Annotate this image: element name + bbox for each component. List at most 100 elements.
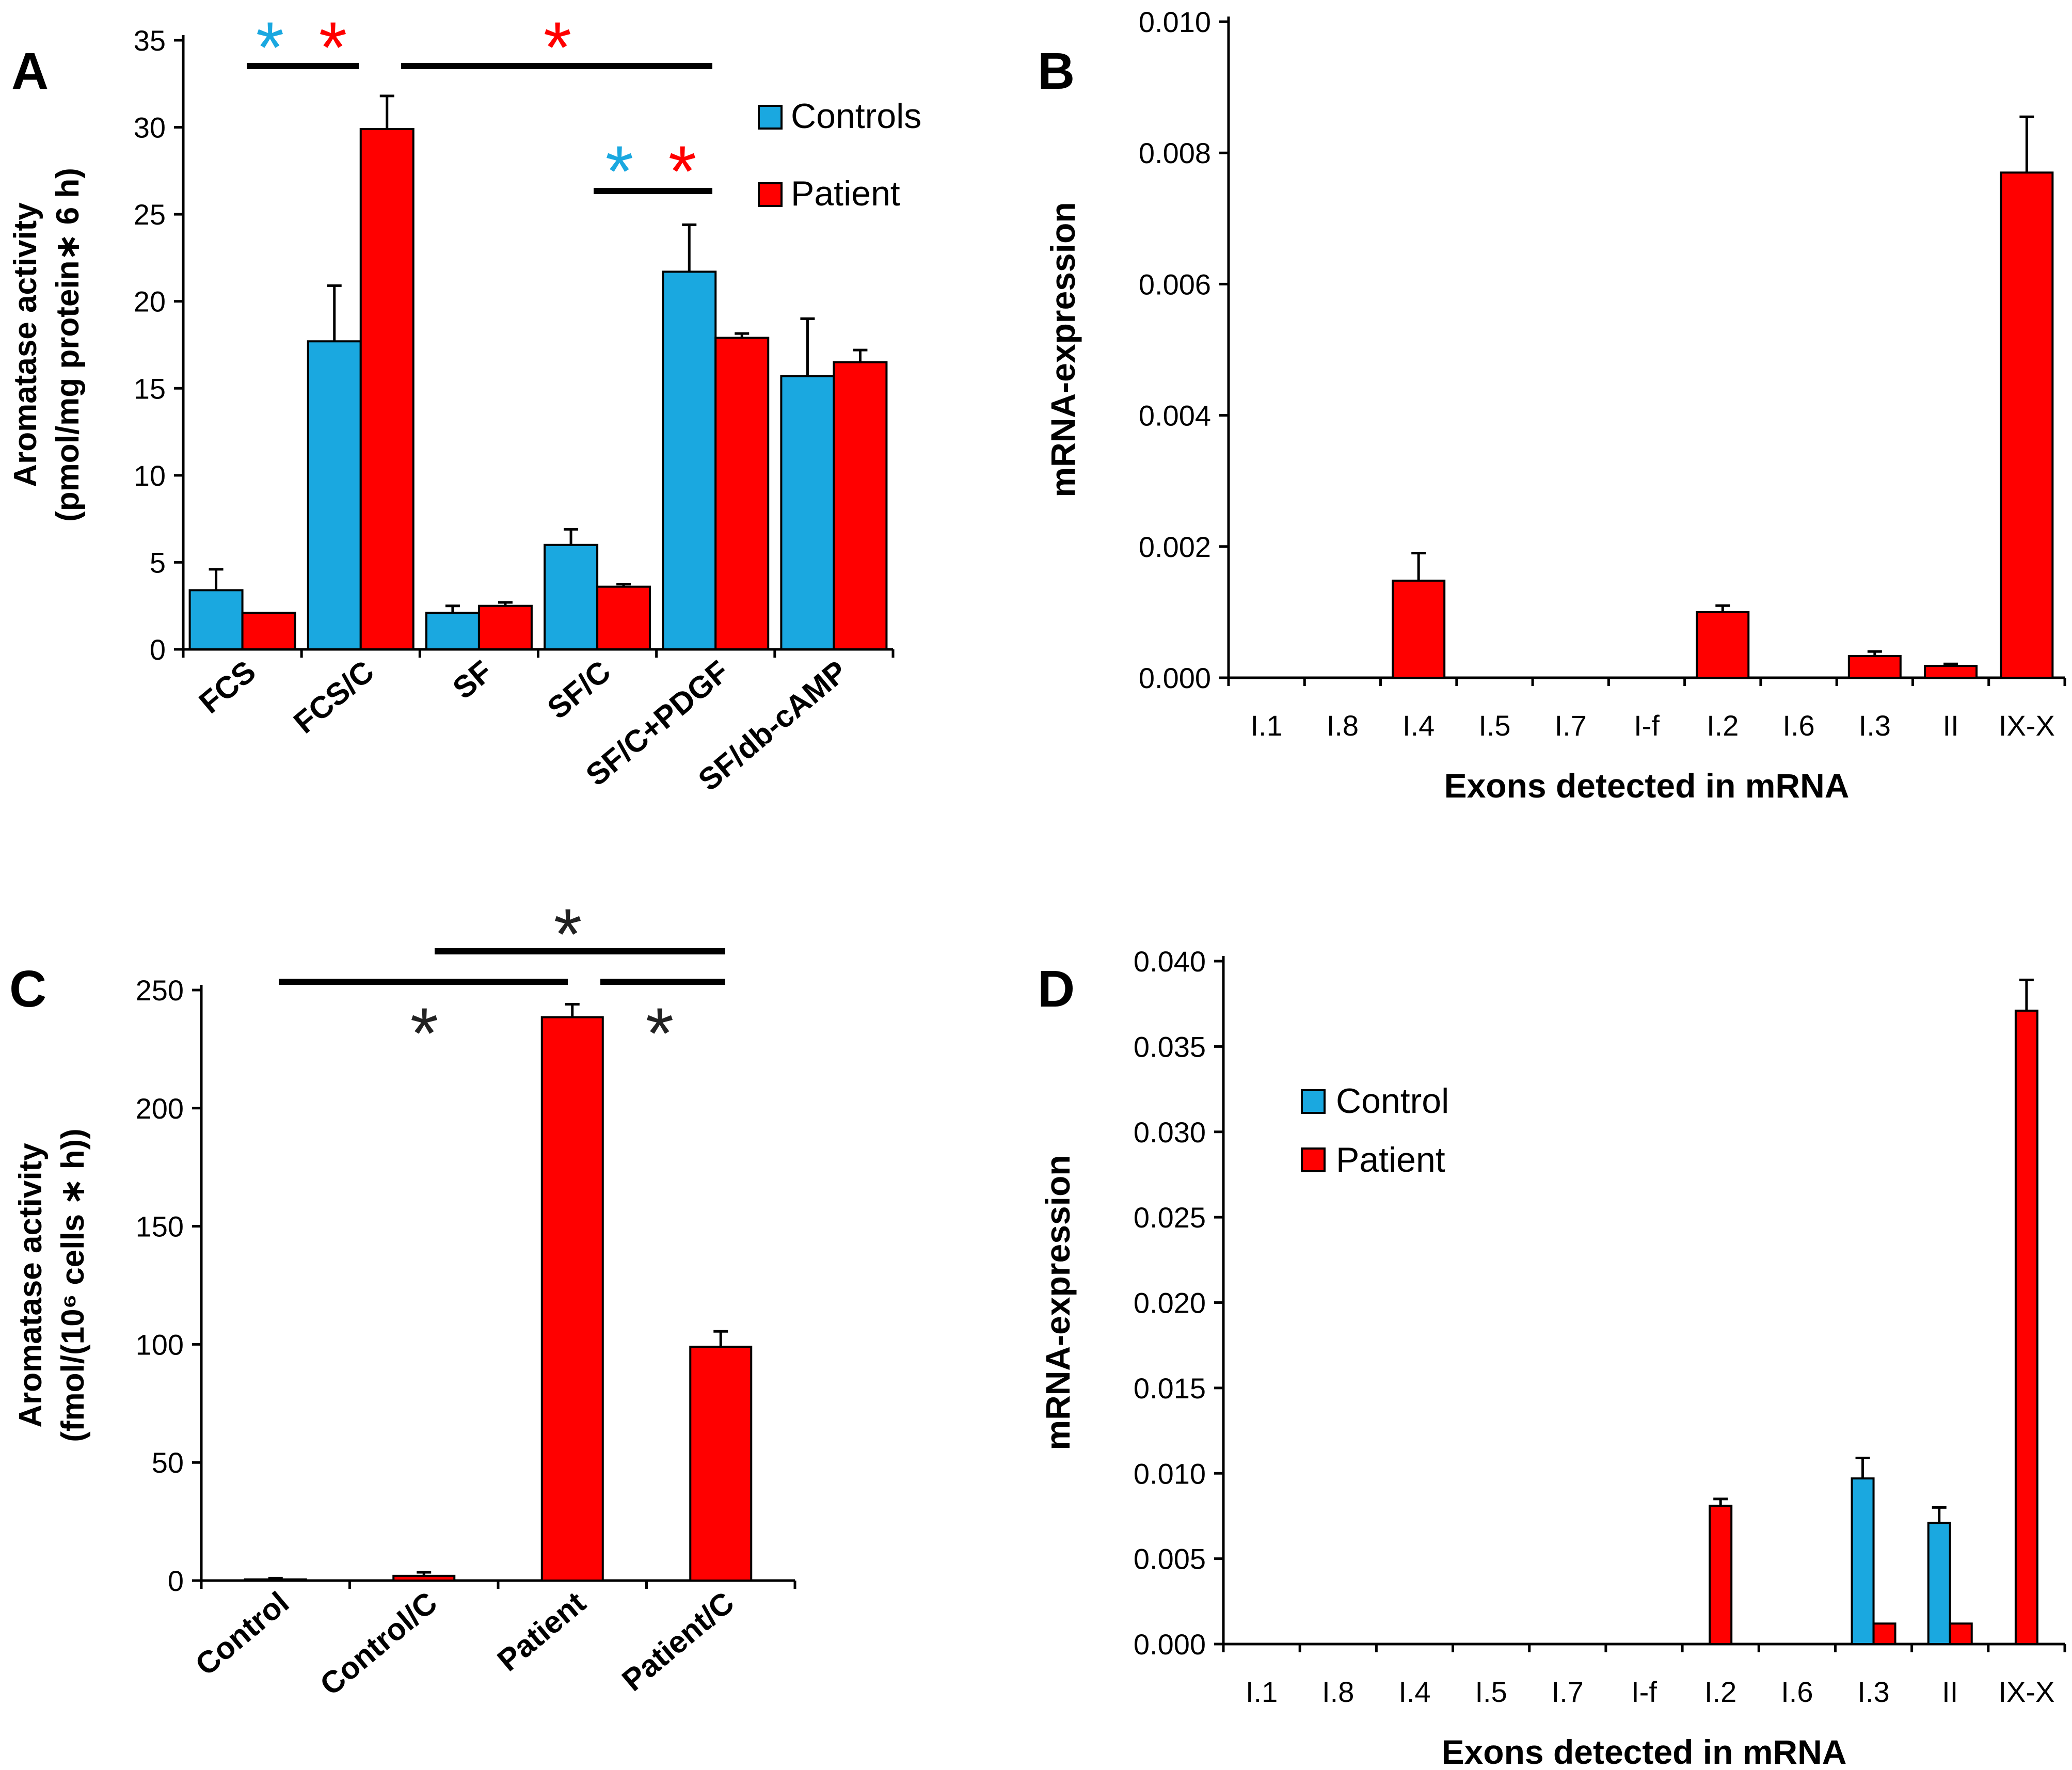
y-tick-label: 100 (136, 1328, 184, 1361)
panel-B: 0.000 0.002 0.004 0.006 0.008 0.010 I.1 I.8 I.4 I… (1038, 6, 2066, 805)
y-tick-label: 30 (134, 111, 166, 144)
x-tick-label: Patient/C (615, 1585, 740, 1698)
x-tick-label: I.2 (1704, 1676, 1736, 1708)
y-axis-title: Aromatase activity (8, 202, 43, 487)
y-tick-label: 0 (150, 633, 166, 666)
y-tick-label: 35 (134, 24, 166, 57)
x-tick-label: I.3 (1859, 709, 1891, 742)
legend-label-control: Control (1336, 1081, 1449, 1121)
bar-controls (544, 544, 599, 650)
x-tick-label: I.1 (1251, 709, 1283, 742)
panel-letter: D (1038, 960, 1075, 1018)
x-tick-label: SF/C (541, 654, 617, 726)
x-tick-label: I.6 (1782, 709, 1814, 742)
y-axis-title: mRNA-expression (1044, 202, 1082, 497)
panel-letter: A (11, 42, 49, 100)
bar-controls (307, 340, 362, 650)
bar-patient (244, 1578, 307, 1582)
x-tick-label: IX-X (1999, 709, 2055, 742)
x-tick-label: I.2 (1707, 709, 1739, 742)
bar-patient (1847, 655, 1902, 679)
y-tick-label: 0 (168, 1565, 184, 1597)
y-tick-label: 10 (134, 459, 166, 492)
bar-control (1851, 1477, 1875, 1646)
bar-patient (1949, 1622, 1973, 1646)
y-axis-title: Aromatase activity (13, 1143, 49, 1428)
significance-star: * (410, 993, 438, 1074)
x-tick-label: Patient (491, 1585, 592, 1678)
panel-C: 0 50 100 150 200 250 Control Control/C Patient Pa… (9, 894, 796, 1702)
x-axis-title: Exons detected in mRNA (1444, 767, 1850, 805)
significance-star: * (605, 131, 633, 212)
bar-patient (714, 337, 770, 650)
y-tick-label: 0.030 (1134, 1116, 1206, 1149)
bar-patient (1709, 1505, 1733, 1646)
bar-controls (425, 612, 480, 650)
y-tick-label: 0.010 (1139, 6, 1211, 38)
y-tick-label: 0.006 (1139, 268, 1211, 300)
panel-D: 0.000 0.005 0.010 0.015 0.020 0.025 0.030 0.035… (1038, 945, 2066, 1770)
y-tick-label: 0.040 (1134, 945, 1206, 978)
y-tick-label: 15 (134, 372, 166, 405)
x-tick-label: II (1943, 709, 1959, 742)
y-tick-label: 25 (134, 198, 166, 231)
legend-swatch-controls (758, 105, 783, 130)
bar-patient (689, 1345, 753, 1582)
x-tick-label: FCS (193, 654, 262, 720)
x-tick-label: I.5 (1475, 1676, 1507, 1708)
x-tick-label: I-f (1631, 1676, 1657, 1708)
y-tick-label: 200 (136, 1092, 184, 1125)
significance-star: * (544, 7, 571, 88)
legend: Control Patient (1301, 1081, 1449, 1179)
significance-star: * (256, 7, 284, 88)
bar-patient (1696, 611, 1750, 679)
y-axis-title-units: (pmol/mg protein∗ 6 h) (50, 168, 86, 522)
bar-patient (359, 127, 415, 650)
y-tick-label: 0.000 (1134, 1628, 1206, 1661)
legend: Controls Patient (758, 97, 921, 213)
bar-patient (392, 1574, 456, 1582)
panel-letter: B (1038, 42, 1075, 100)
x-tick-label: Control (189, 1585, 295, 1682)
bar-controls (188, 589, 244, 651)
significance-star: * (646, 993, 674, 1074)
y-tick-label: 0.005 (1134, 1543, 1206, 1575)
x-tick-label: I.3 (1857, 1676, 1889, 1708)
y-axis-title-units: (fmol/(10⁶ cells ∗ h)) (55, 1128, 91, 1442)
bar-patient (241, 612, 296, 650)
x-tick-label: I.6 (1781, 1676, 1813, 1708)
bar-patient (477, 604, 533, 650)
bar-patient (1392, 579, 1446, 679)
bar-control (1927, 1522, 1951, 1645)
y-tick-label: 50 (152, 1446, 184, 1479)
y-tick-label: 5 (150, 546, 166, 579)
x-axis-title: Exons detected in mRNA (1442, 1733, 1847, 1770)
legend-label-patient: Patient (1336, 1140, 1445, 1179)
legend-swatch-patient (1301, 1147, 1326, 1172)
bar-patient (833, 361, 888, 650)
y-tick-label: 0.000 (1139, 662, 1211, 694)
x-tick-label: I.5 (1478, 709, 1510, 742)
y-tick-label: 0.002 (1139, 531, 1211, 563)
y-tick-label: 250 (136, 974, 184, 1007)
x-tick-label: I.1 (1246, 1676, 1278, 1708)
x-tick-label: I-f (1634, 709, 1660, 742)
y-tick-label: 20 (134, 285, 166, 318)
x-tick-label: I.4 (1398, 1676, 1430, 1708)
panel-letter: C (9, 960, 46, 1018)
y-tick-label: 0.020 (1134, 1287, 1206, 1319)
x-tick-label: I.8 (1327, 709, 1359, 742)
x-tick-label: IX-X (1998, 1676, 2054, 1708)
y-tick-label: 0.010 (1134, 1457, 1206, 1490)
x-tick-label: I.8 (1322, 1676, 1354, 1708)
x-tick-label: I.7 (1552, 1676, 1584, 1708)
y-tick-label: 0.004 (1139, 400, 1211, 432)
x-tick-label: SF (446, 654, 499, 706)
bar-controls (780, 375, 835, 650)
significance-star: * (319, 7, 347, 88)
significance-star: * (554, 894, 582, 975)
x-tick-label: Control/C (313, 1585, 443, 1702)
y-tick-label: 0.008 (1139, 137, 1211, 169)
